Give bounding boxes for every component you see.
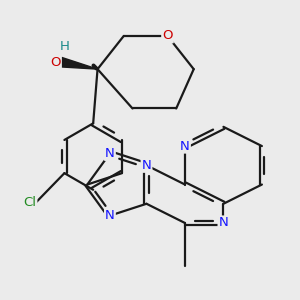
Text: N: N [180, 140, 190, 153]
Text: O: O [50, 56, 61, 69]
Text: N: N [142, 159, 152, 172]
Text: N: N [105, 147, 115, 160]
Text: H: H [59, 40, 69, 53]
Text: N: N [105, 209, 115, 222]
Polygon shape [60, 57, 98, 69]
Text: Cl: Cl [23, 196, 36, 208]
Text: O: O [162, 29, 173, 42]
Text: N: N [219, 217, 228, 230]
